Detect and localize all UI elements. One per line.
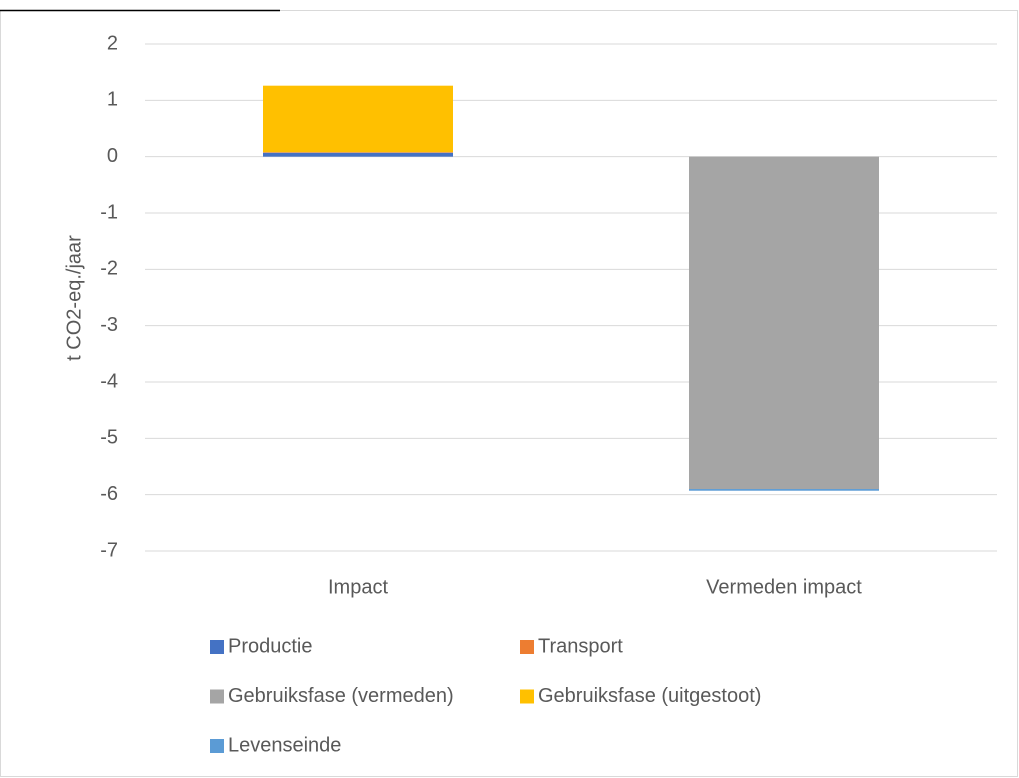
y-tick-label: -6 — [100, 483, 118, 505]
legend-label: Productie — [228, 635, 313, 657]
legend-label: Gebruiksfase (vermeden) — [228, 685, 454, 707]
y-tick-label: -2 — [100, 258, 118, 280]
legend-swatch — [210, 689, 224, 704]
x-tick-label: Impact — [328, 576, 388, 598]
y-tick-label: -7 — [100, 539, 118, 561]
legend-label: Levenseinde — [228, 734, 341, 756]
legend-label: Gebruiksfase (uitgestoot) — [538, 685, 761, 707]
bar-segment — [263, 152, 453, 153]
y-tick-label: 1 — [107, 89, 118, 111]
legend-swatch — [520, 689, 534, 704]
bar-segment — [689, 156, 879, 490]
legend-swatch — [210, 739, 224, 753]
y-tick-label: 2 — [107, 32, 118, 54]
chart-border — [0, 10, 1018, 777]
legend-label: Transport — [538, 635, 623, 657]
y-axis-label: t CO2-eq./jaar — [63, 235, 85, 361]
y-tick-label: 0 — [107, 145, 118, 167]
y-tick-label: -5 — [100, 427, 118, 449]
bar-segment — [263, 85, 453, 153]
y-tick-label: -4 — [100, 370, 118, 392]
x-tick-label: Vermeden impact — [706, 576, 862, 598]
legend-swatch — [210, 640, 224, 654]
y-tick-label: -3 — [100, 314, 118, 336]
y-tick-label: -1 — [100, 201, 118, 223]
bar-segment — [263, 152, 453, 157]
bar-segment — [689, 489, 879, 491]
legend-swatch — [520, 640, 534, 654]
